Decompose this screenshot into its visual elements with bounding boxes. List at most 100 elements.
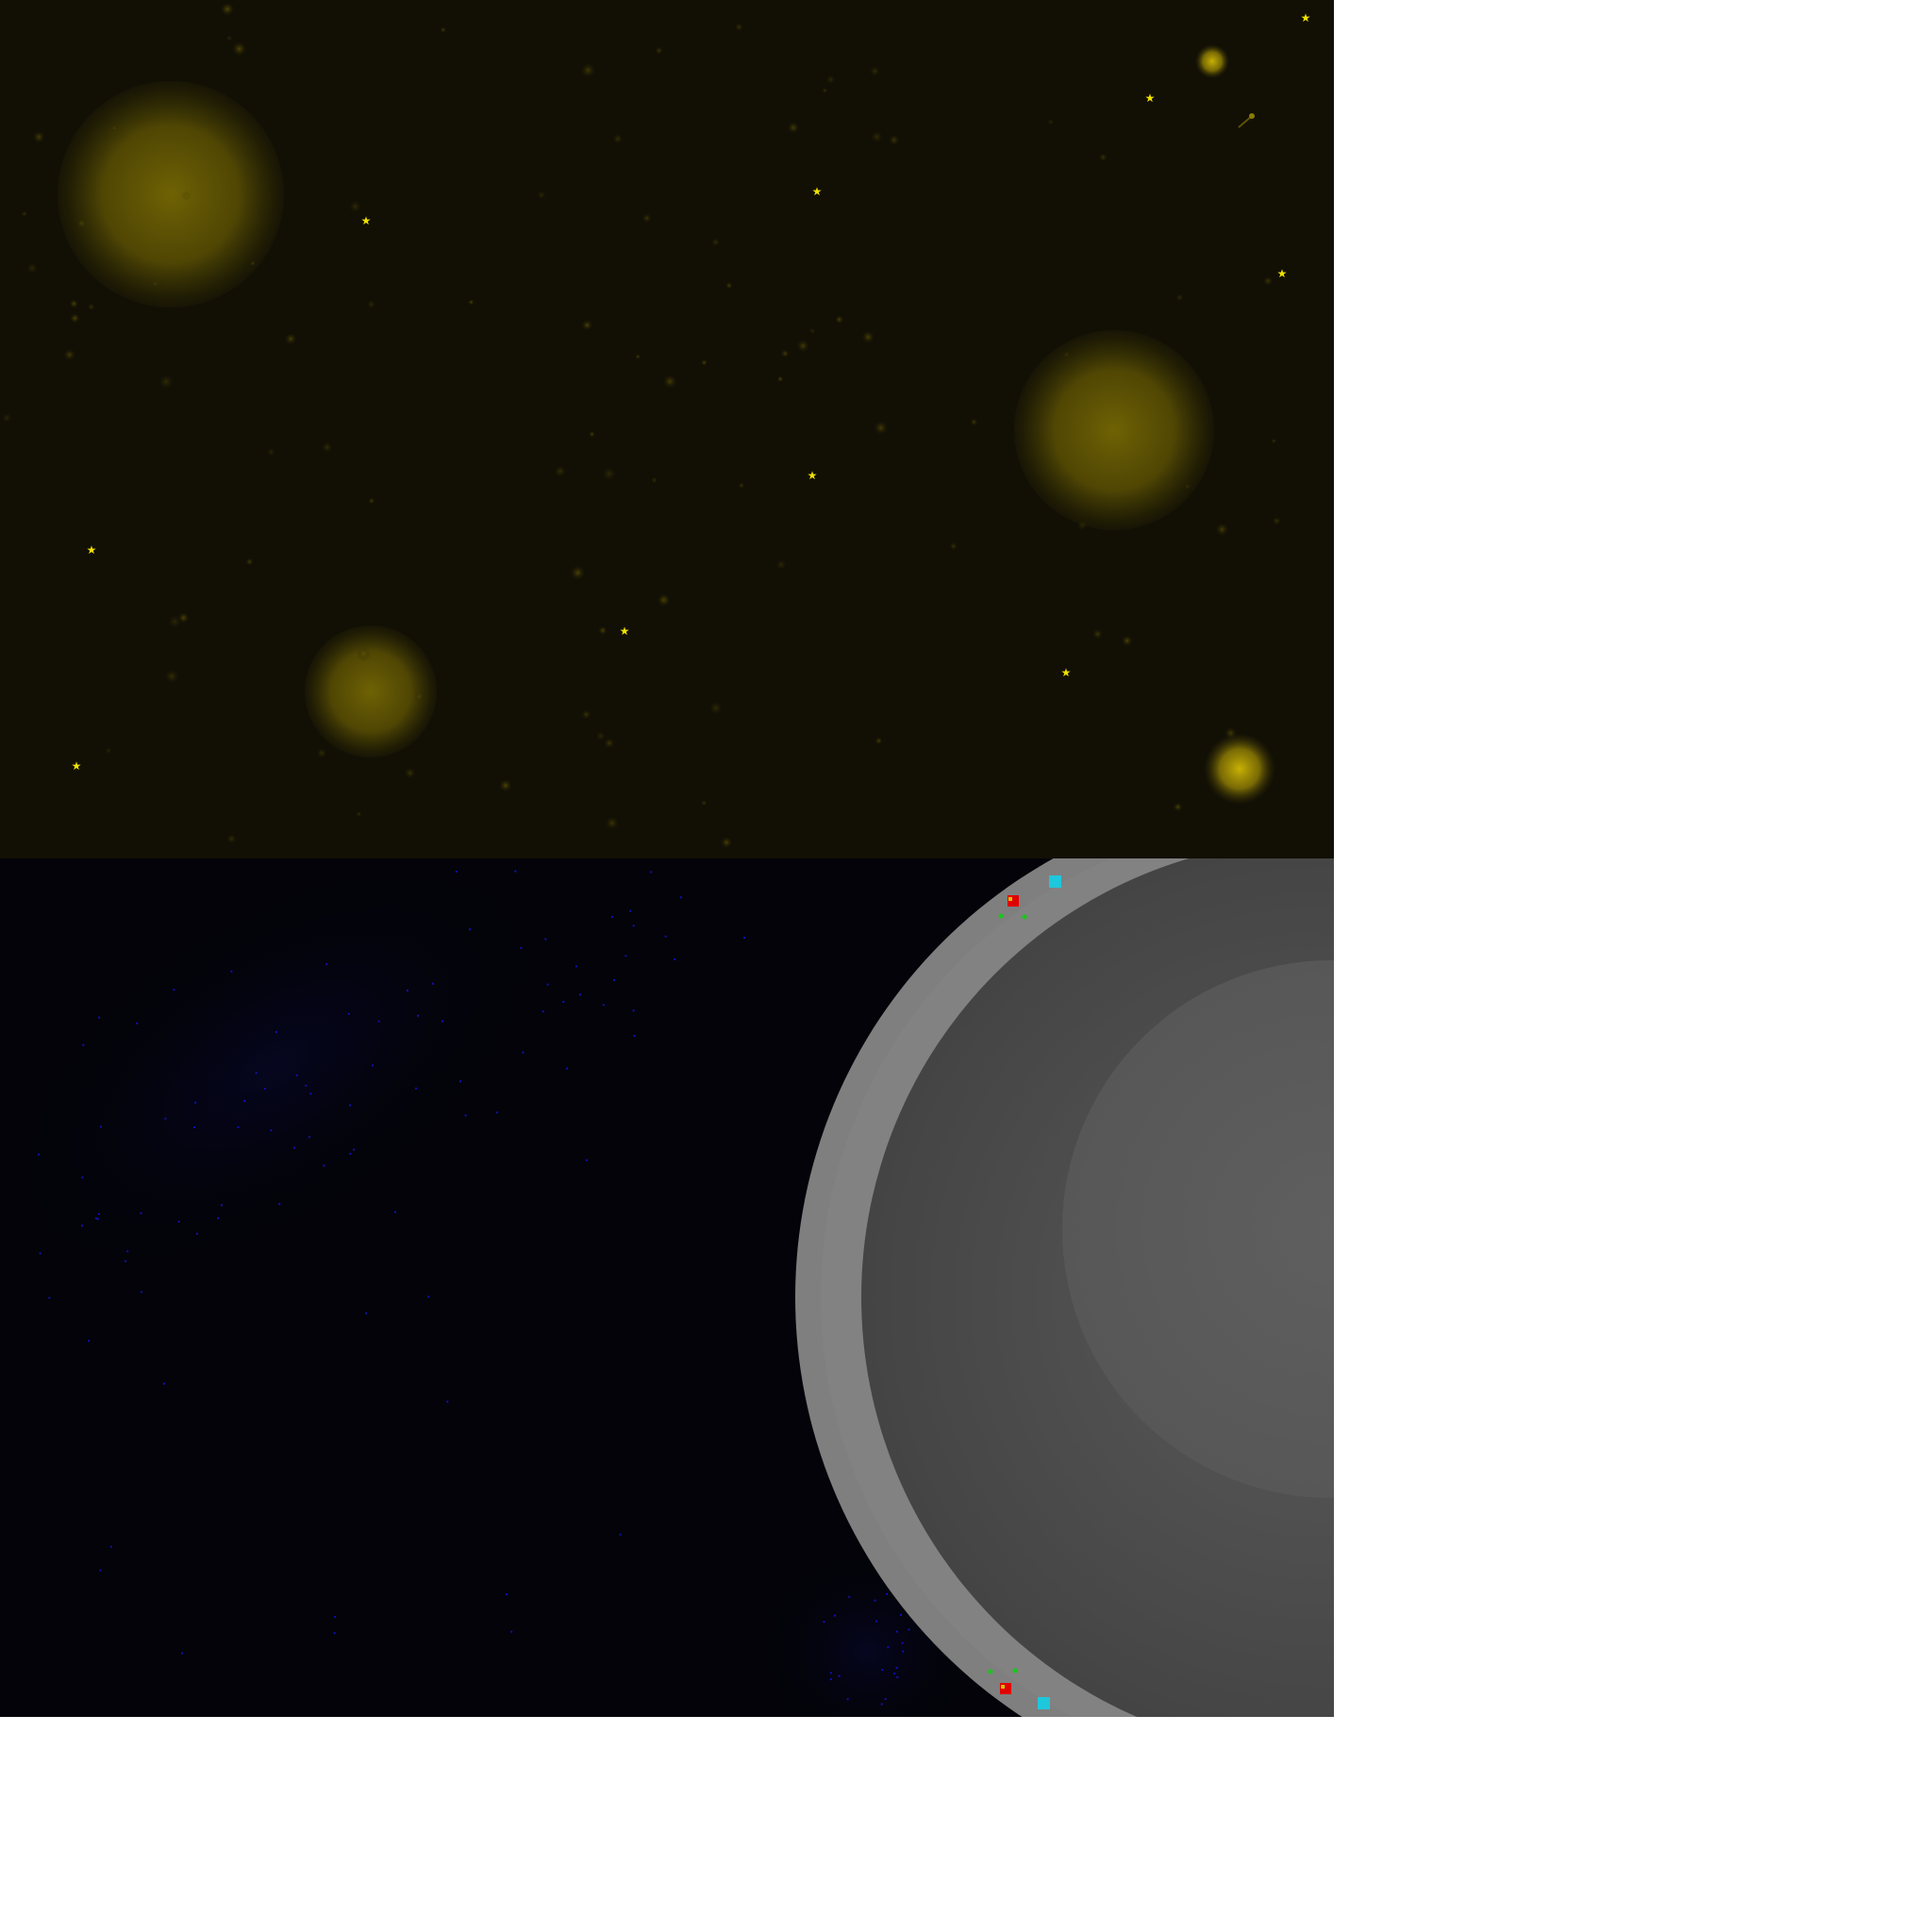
dust-speck [710, 238, 721, 247]
dust-speck [635, 354, 641, 360]
dust-speck [63, 348, 76, 361]
top-star-field-panel: ★ ★ ★ ★ ★ ★ ★ ★ ★ ★ [0, 0, 1334, 858]
blue-star [308, 1136, 310, 1139]
dust-speck [602, 466, 617, 481]
comet-tail [1238, 115, 1253, 128]
blue-star [99, 1125, 102, 1128]
dust-speck [164, 669, 179, 684]
star-icon: ★ [72, 759, 82, 773]
dust-speck [1263, 275, 1274, 286]
dust-speck [700, 358, 708, 366]
blue-star [441, 1020, 443, 1023]
dust-speck [177, 612, 190, 624]
blue-star [619, 1533, 622, 1536]
dust-speck [152, 280, 159, 288]
blue-star [99, 1569, 102, 1572]
dust-speck [734, 23, 744, 32]
blue-star [610, 915, 613, 918]
dust-speck [414, 691, 425, 702]
blue-star [270, 1129, 273, 1132]
dust-speck [1173, 802, 1183, 812]
dust-speck [220, 2, 235, 16]
dust-speck [581, 709, 591, 720]
dust-speck [76, 218, 87, 229]
blue-star [566, 1067, 569, 1070]
dust-speck [349, 200, 362, 213]
glow-orbs [58, 44, 1275, 805]
blue-star [880, 1703, 883, 1706]
star-icon: ★ [812, 185, 823, 198]
comet-head [1249, 113, 1255, 119]
blue-star [520, 946, 523, 949]
blue-star [510, 1630, 513, 1633]
blue-star [848, 1595, 851, 1598]
blue-star [94, 1217, 97, 1220]
blue-star [625, 955, 627, 958]
blue-star [325, 963, 328, 966]
blue-star [371, 1064, 374, 1067]
dust-speck [232, 42, 247, 57]
blue-star [895, 1630, 898, 1633]
blue-star [221, 1204, 223, 1207]
dust-speck [158, 374, 174, 390]
star-icon: ★ [361, 214, 372, 227]
green-dot-icon [998, 913, 1004, 919]
blue-star [514, 870, 517, 873]
dust-speck [1098, 153, 1108, 162]
blue-star [39, 1252, 42, 1255]
blue-star [124, 1259, 126, 1262]
blue-star [544, 938, 547, 941]
dust-speck [1215, 523, 1229, 537]
blue-star [846, 1698, 849, 1701]
dust-speck [1063, 351, 1071, 358]
dust-speck [284, 332, 297, 345]
blue-star [230, 970, 233, 973]
blue-star [427, 1295, 430, 1298]
dust-speck [25, 262, 39, 275]
blue-star [522, 1051, 525, 1054]
dust-speck [651, 476, 658, 484]
dust-speck [226, 833, 237, 844]
blue-star [81, 1224, 83, 1227]
cyan-unit-icon[interactable] [1038, 1697, 1050, 1709]
dust-speck [440, 26, 447, 33]
blue-star [243, 1100, 246, 1102]
units[interactable] [988, 875, 1062, 1709]
comet [1238, 113, 1255, 128]
blue-star [309, 1092, 312, 1095]
dust-speck [356, 811, 362, 817]
dust-speck [499, 778, 512, 792]
blue-star [823, 1621, 825, 1624]
nebula-cloud [0, 858, 551, 1280]
blue-star [140, 1212, 142, 1215]
glow-orb [305, 625, 437, 758]
dust-speck [700, 799, 708, 807]
dust-speck [825, 75, 836, 85]
blue-star [347, 1012, 350, 1015]
stars: ★ ★ ★ ★ ★ ★ ★ ★ ★ ★ [72, 11, 1311, 773]
blue-star [464, 1114, 467, 1117]
blue-star [48, 1296, 51, 1299]
dust-speck [589, 430, 595, 438]
dust-speck [468, 298, 475, 306]
blue-star [82, 1043, 85, 1046]
dust-speck [787, 121, 800, 134]
blue-star [217, 1217, 220, 1220]
blue-star [349, 1153, 352, 1156]
star-icon: ★ [1301, 11, 1311, 25]
dust-speck [69, 299, 79, 308]
dust-speck [581, 319, 593, 331]
blue-star [333, 1632, 336, 1635]
dust-speck [949, 541, 958, 551]
blue-star [633, 1035, 636, 1037]
blue-star [353, 1148, 355, 1151]
dust-speck [1121, 635, 1133, 647]
blue-star [895, 1666, 898, 1669]
star-icon: ★ [808, 469, 818, 482]
dust-speck [871, 130, 883, 143]
star-field-svg: ★ ★ ★ ★ ★ ★ ★ ★ ★ ★ [0, 0, 1334, 858]
blue-star [900, 1613, 902, 1616]
cyan-unit-icon[interactable] [1049, 875, 1061, 888]
game-canvas[interactable]: ★ ★ ★ ★ ★ ★ ★ ★ ★ ★ [0, 0, 1334, 1717]
dust-speck [776, 375, 784, 383]
